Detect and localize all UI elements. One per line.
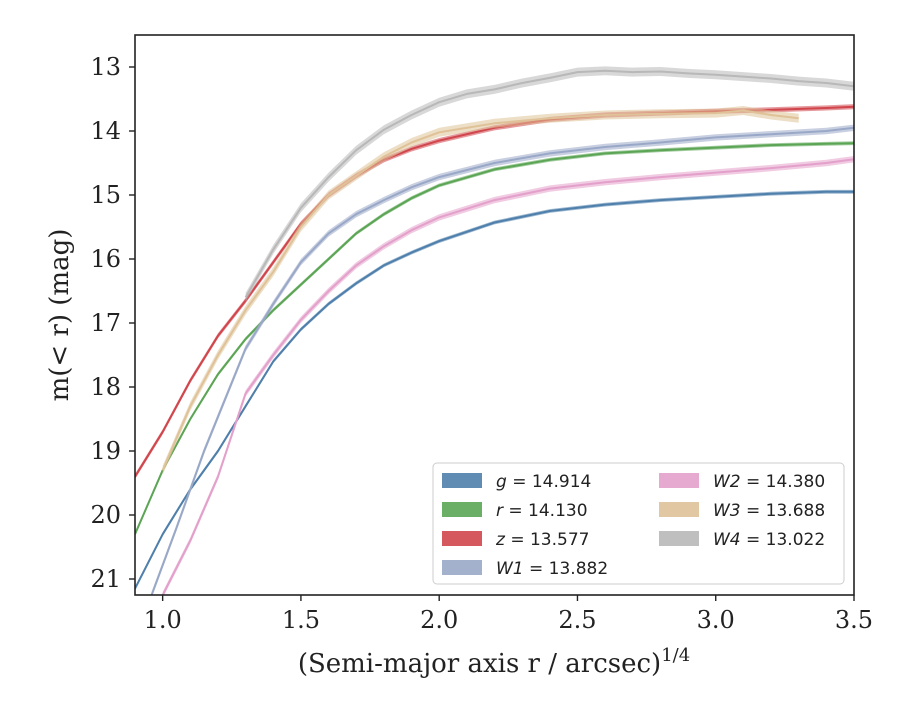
legend-item: z = 13.577: [442, 530, 589, 550]
legend: g = 14.914 r = 14.130 z = 13.577 W1 = 13.88…: [432, 462, 845, 585]
legend-label: z = 13.577: [495, 530, 589, 550]
series-r-curve: [135, 141, 854, 537]
y-tick-label: 13: [90, 53, 121, 81]
x-axis-label-exponent: 1/4: [661, 645, 690, 666]
series-g-curve: [135, 189, 854, 591]
legend-item: g = 14.914: [442, 472, 591, 492]
legend-swatch: [659, 473, 699, 488]
legend-label: W1 = 13.882: [496, 559, 608, 579]
series-g-line: [135, 190, 854, 590]
y-tick-label: 15: [90, 181, 121, 209]
x-tick-label: 3.5: [835, 606, 873, 634]
y-tick-label: 21: [90, 565, 121, 593]
series-W4-line: [244, 69, 854, 298]
series-W3-line: [161, 109, 799, 471]
x-tick-label: 1.5: [282, 606, 320, 634]
series-W3-curve: [161, 106, 799, 475]
series-W2-line: [161, 158, 854, 595]
series-W4-curve: [244, 66, 854, 302]
legend-swatch: [442, 502, 482, 517]
y-tick-label: 16: [90, 245, 121, 273]
y-tick-label: 20: [90, 501, 121, 529]
y-tick-label: 19: [90, 437, 121, 465]
series-W3-band: [162, 106, 799, 475]
legend-swatch: [442, 531, 482, 546]
y-axis-label: m(< r) (mag): [45, 229, 75, 402]
legend-item: W3 = 13.688: [659, 501, 825, 521]
x-axis-label: (Semi-major axis r / arcsec)1/4: [298, 645, 690, 679]
y-tick-label: 18: [90, 373, 121, 401]
legend-item: W4 = 13.022: [659, 530, 825, 550]
legend-swatch: [442, 473, 482, 488]
legend-label: g = 14.914: [496, 472, 591, 492]
legend-box: [432, 462, 845, 585]
x-axis-label-text: (Semi-major axis r / arcsec): [298, 649, 661, 679]
series-W1-line: [150, 126, 854, 595]
x-tick-label: 2.5: [558, 606, 596, 634]
legend-label: W4 = 13.022: [713, 530, 825, 550]
series-W4-band: [245, 66, 854, 302]
series-W1-curve: [150, 124, 854, 595]
legend-swatch: [659, 502, 699, 517]
legend-item: W2 = 14.380: [659, 472, 825, 492]
legend-label: W3 = 13.688: [713, 501, 825, 521]
legend-item: r = 14.130: [442, 501, 588, 521]
series-layer: [135, 66, 854, 595]
x-tick-label: 3.0: [697, 606, 735, 634]
series-r-line: [135, 142, 854, 535]
legend-label: r = 14.130: [496, 501, 588, 521]
plot-frame: [134, 34, 855, 596]
tick-layer: 1.0 1.5 2.0 2.5 3.0 3.5 13 14 15 16 17 18 19 20 21: [90, 53, 873, 634]
series-W2-curve: [161, 156, 854, 595]
legend-label: W2 = 14.380: [713, 472, 825, 492]
y-tick-label: 17: [90, 309, 121, 337]
legend-swatch: [442, 560, 482, 575]
legend-swatch: [659, 531, 699, 546]
legend-item: W1 = 13.882: [442, 559, 608, 579]
y-tick-label: 14: [90, 117, 121, 145]
x-tick-label: 1.0: [144, 606, 182, 634]
x-tick-label: 2.0: [420, 606, 458, 634]
